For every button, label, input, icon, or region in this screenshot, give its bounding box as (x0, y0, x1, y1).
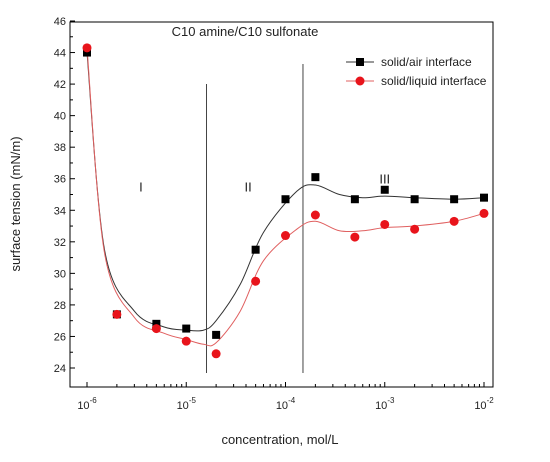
data-point-solid-air (152, 319, 161, 328)
data-point-solid-liquid (211, 349, 221, 359)
data-point-solid-air (380, 185, 389, 194)
chart-title: C10 amine/C10 sulfonate (172, 24, 319, 39)
data-point-solid-air (251, 245, 260, 254)
y-tick-label: 30 (54, 268, 66, 280)
region-label: II (244, 179, 251, 194)
region-label: III (379, 171, 390, 186)
data-point-solid-air (450, 195, 459, 204)
x-tick-label: 10-3 (375, 396, 395, 412)
legend-label-solid-liquid: solid/liquid interface (381, 74, 487, 88)
y-tick-label: 36 (54, 174, 66, 186)
data-point-solid-air (182, 324, 191, 333)
legend-marker-solid-air (356, 58, 364, 66)
data-markers (82, 43, 489, 359)
x-tick-label: 10-4 (276, 396, 296, 412)
y-tick-label: 28 (54, 300, 66, 312)
x-tick-label: 10-2 (474, 396, 494, 412)
y-tick-label: 46 (54, 16, 66, 28)
data-point-solid-air (212, 330, 221, 339)
legend: solid/air interface solid/liquid interfa… (346, 55, 487, 88)
y-tick-label: 38 (54, 142, 66, 154)
legend-item-solid-air: solid/air interface (346, 55, 472, 69)
y-tick-label: 34 (54, 205, 66, 217)
data-point-solid-liquid (449, 216, 459, 226)
x-axis: 10-6 10-5 10-4 10-3 10-2 (77, 382, 494, 412)
y-tick-label: 32 (54, 237, 66, 249)
data-point-solid-liquid (410, 224, 420, 234)
plot-frame (69, 21, 494, 388)
data-point-solid-air (480, 193, 488, 202)
y-tick-label: 40 (54, 111, 66, 123)
data-point-solid-liquid (281, 231, 290, 241)
legend-item-solid-liquid: solid/liquid interface (346, 74, 487, 88)
y-axis: 24 26 28 30 32 34 36 38 40 42 44 46 (54, 16, 75, 375)
data-point-solid-air (311, 173, 320, 182)
data-point-solid-liquid (82, 43, 92, 53)
y-tick-label: 42 (54, 79, 66, 91)
data-point-solid-liquid (479, 208, 489, 218)
data-point-solid-liquid (350, 232, 360, 242)
data-point-solid-air (410, 195, 419, 204)
data-point-solid-liquid (181, 336, 191, 346)
legend-label-solid-air: solid/air interface (381, 55, 472, 69)
series-curve-0 (86, 52, 485, 332)
data-point-solid-liquid (112, 309, 122, 319)
data-point-solid-liquid (380, 219, 390, 229)
region-label: I (139, 179, 143, 194)
data-point-solid-liquid (310, 210, 320, 220)
y-tick-label: 24 (54, 363, 66, 375)
legend-marker-solid-liquid (355, 76, 365, 86)
x-tick-label: 10-6 (77, 396, 97, 412)
data-point-solid-liquid (151, 324, 161, 334)
data-point-solid-liquid (251, 276, 261, 286)
y-tick-label: 44 (54, 48, 66, 60)
data-point-solid-air (83, 48, 91, 57)
region-dividers (206, 64, 304, 373)
data-point-solid-air (350, 195, 359, 204)
y-tick-label: 26 (54, 331, 66, 343)
y-axis-title: surface tension (mN/m) (8, 136, 23, 271)
x-tick-label: 10-5 (177, 396, 197, 412)
data-point-solid-air (281, 195, 290, 204)
x-axis-title: concentration, mol/L (221, 432, 338, 447)
